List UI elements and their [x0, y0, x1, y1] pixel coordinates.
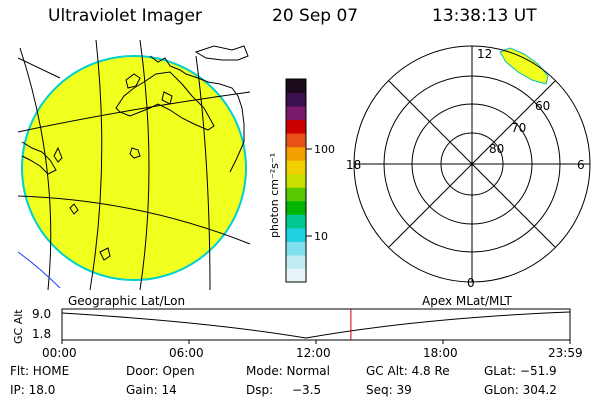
gc-alt-status: GC Alt: 4.8 Re — [366, 364, 450, 378]
gc-alt-axis-label: GC Alt — [12, 309, 25, 344]
geographic-map — [18, 39, 251, 290]
gain-status: Gain: 14 — [126, 383, 177, 397]
coastlines — [21, 45, 249, 261]
color-bar-segment — [286, 119, 306, 134]
timeline-frame — [61, 308, 571, 341]
color-bar-segment — [286, 92, 306, 107]
glat-status: GLat: −51.9 — [484, 364, 557, 378]
color-bar-frame — [285, 78, 307, 283]
ip-status: IP: 18.0 — [10, 383, 56, 397]
color-bar-segment — [286, 146, 306, 161]
mlat-label-80: 80 — [489, 142, 504, 156]
polar-plot: 12 0 18 6 60 70 80 — [346, 45, 591, 290]
seq-status: Seq: 39 — [366, 383, 412, 397]
color-bar-unit-label: photon cm⁻²s⁻¹ — [268, 153, 281, 238]
instrument-title: Ultraviolet Imager — [48, 6, 202, 26]
mlt-label-18: 18 — [346, 158, 361, 172]
mlat-label-70: 70 — [511, 121, 526, 135]
color-bar-segment — [286, 241, 306, 256]
timeline-x-1200: 12:00 — [296, 346, 331, 360]
altitude-curve — [61, 311, 571, 339]
mlt-label-12: 12 — [477, 47, 492, 61]
color-bar-segment — [286, 200, 306, 215]
color-bar-segment — [286, 214, 306, 229]
color-bar-segment — [286, 268, 306, 283]
filter-status: Flt: HOME — [10, 364, 70, 378]
time-label: 13:38:13 UT — [432, 6, 537, 26]
timeline-x-0000: 00:00 — [42, 346, 77, 360]
color-bar-segment — [286, 187, 306, 202]
auroral-patch — [499, 47, 549, 85]
color-bar-segment — [286, 106, 306, 121]
color-bar-ticks — [306, 148, 312, 237]
timeline-y-max: 9.0 — [32, 307, 52, 321]
timeline-x-1800: 18:00 — [423, 346, 458, 360]
earth-disc — [21, 55, 247, 281]
mlt-label-6: 6 — [577, 158, 585, 172]
date-label: 20 Sep 07 — [272, 6, 359, 26]
color-bar-segment — [286, 133, 306, 148]
color-bar-segment — [286, 254, 306, 269]
timeline-y-min: 1.8 — [32, 327, 52, 341]
color-bar-segment — [286, 173, 306, 188]
coordinate-system-label: Apex MLat/MLT — [422, 294, 512, 308]
terminator-line — [18, 251, 61, 289]
altitude-timeline: GC Alt — [12, 308, 571, 344]
color-bar-tick-10: 10 — [314, 230, 328, 243]
color-bar — [285, 78, 307, 283]
color-bar-segment — [286, 160, 306, 175]
glon-status: GLon: 304.2 — [484, 383, 557, 397]
graticule-lines — [18, 39, 251, 290]
dsp-label: Dsp: — [246, 383, 274, 397]
dsp-value: −3.5 — [292, 383, 322, 397]
mlat-label-60: 60 — [535, 99, 550, 113]
timeline-x-2359: 23:59 — [548, 346, 583, 360]
door-status: Door: Open — [126, 364, 195, 378]
projection-label: Geographic Lat/Lon — [68, 294, 186, 308]
color-bar-tick-100: 100 — [314, 143, 335, 156]
color-bar-segment — [286, 79, 306, 94]
mode-status: Mode: Normal — [246, 364, 330, 378]
mlt-label-0: 0 — [467, 276, 475, 290]
color-bar-segment — [286, 227, 306, 242]
timeline-x-0600: 06:00 — [169, 346, 204, 360]
